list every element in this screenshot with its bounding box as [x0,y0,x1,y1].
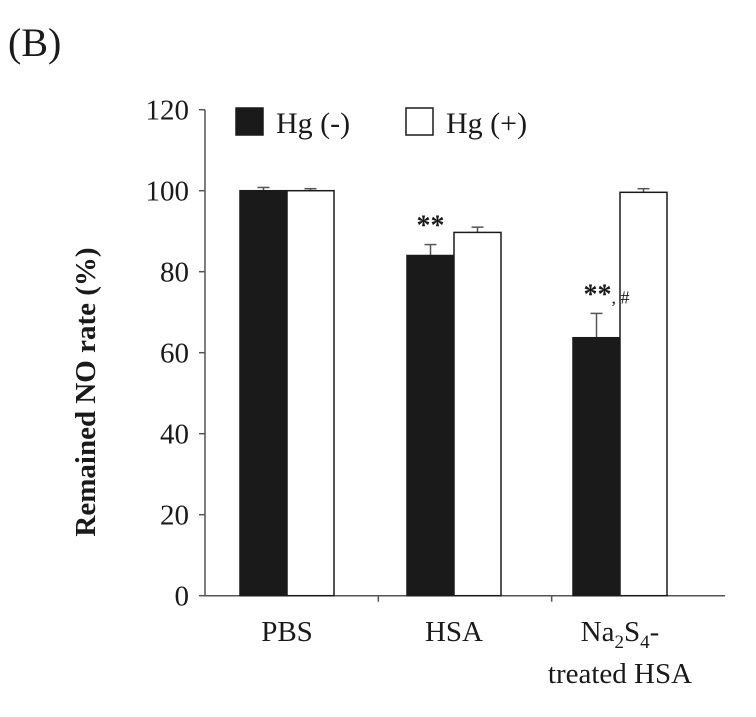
legend-swatch [235,107,264,136]
y-tick-label: 60 [160,338,189,370]
bar-hg-plus [619,191,668,597]
bar-hg-plus [453,231,502,597]
bar-hg-minus [239,189,288,597]
bar-hg-minus [406,254,455,597]
x-tick-label: HSA [425,616,483,648]
bar-hg-plus [286,189,335,597]
legend-swatch [405,107,434,136]
y-tick-label: 80 [160,257,189,289]
x-tick-label: Na2S4- [581,616,660,653]
x-tick-label: PBS [261,616,313,648]
x-tick-label-line2: treated HSA [548,658,692,690]
y-tick-label: 120 [146,95,190,127]
y-axis-label: Remained NO rate (%) [70,247,102,536]
y-tick-label: 0 [175,581,190,613]
y-tick-label: 100 [146,176,190,208]
panel-label: (B) [8,20,61,65]
significance-annotation: ** [417,211,445,242]
legend-label: Hg (-) [276,107,350,140]
y-tick-label: 40 [160,419,189,451]
y-tick-label: 20 [160,500,189,532]
bar-hg-minus [572,336,621,597]
legend-label: Hg (+) [446,107,527,140]
